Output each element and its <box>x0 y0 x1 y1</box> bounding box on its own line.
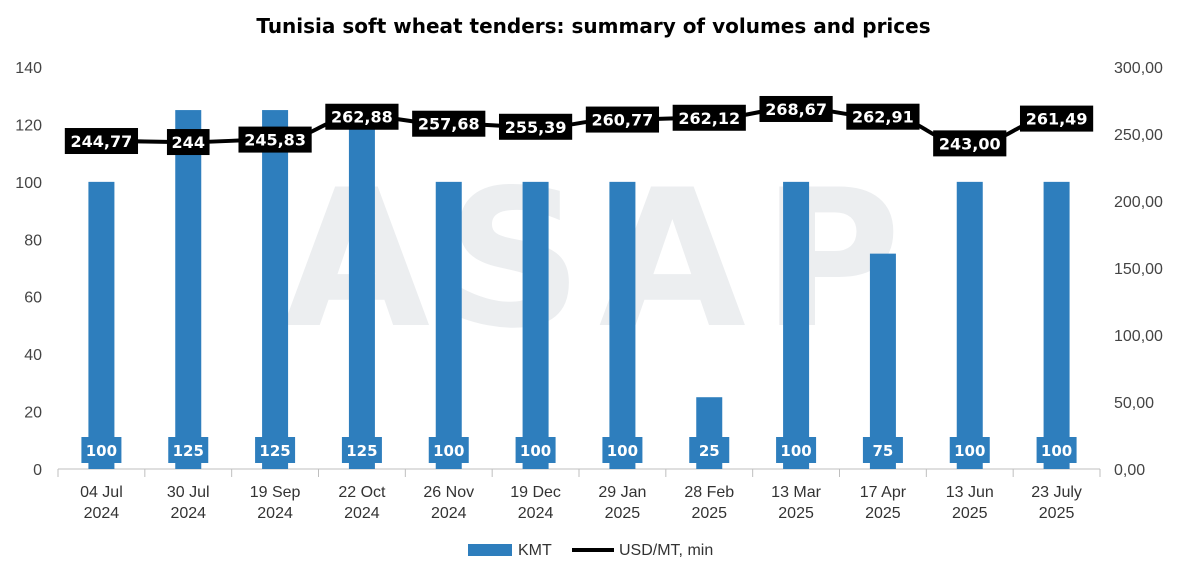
x-tick-label: 26 Nov 2024 <box>423 484 474 522</box>
price-data-label: 245,83 <box>244 131 306 150</box>
price-data-label: 268,67 <box>765 100 827 119</box>
bar <box>869 253 896 469</box>
watermark-text: ASAP <box>283 149 917 370</box>
bar-data-label: 100 <box>780 442 811 460</box>
bar-label-box <box>428 437 469 463</box>
bar-data-label: 100 <box>607 442 638 460</box>
bar <box>609 181 636 469</box>
price-data-label: 244 <box>172 133 205 152</box>
price-label-box <box>412 110 486 137</box>
price-label-box <box>238 126 312 153</box>
bar-data-label: 125 <box>173 442 204 460</box>
x-tick-label: 04 Jul 2024 <box>80 484 123 522</box>
bar <box>262 110 289 470</box>
bar-data-label: 100 <box>954 442 985 460</box>
bar-data-label: 100 <box>86 442 117 460</box>
legend-label-kmt: KMT <box>518 542 552 559</box>
y-right-tick-label: 150,00 <box>1114 261 1163 278</box>
x-tick-label: 30 Jul 2024 <box>167 484 210 522</box>
y-right-tick-label: 250,00 <box>1114 127 1163 144</box>
legend-swatch-kmt <box>468 544 512 556</box>
x-tick-label: 17 Apr 2025 <box>860 484 907 522</box>
price-label-box <box>585 106 660 133</box>
y-left-tick-label: 100 <box>15 175 42 192</box>
price-label-box <box>64 128 139 155</box>
bar-label-box <box>341 437 382 463</box>
bar-data-label: 25 <box>699 442 720 460</box>
price-label-box <box>325 103 399 130</box>
y-right-tick-label: 100,00 <box>1114 328 1163 345</box>
y-left-tick-label: 120 <box>15 117 42 134</box>
bar-data-label: 100 <box>433 442 464 460</box>
bar <box>435 181 462 469</box>
price-data-label: 260,77 <box>592 111 654 130</box>
x-tick-label: 19 Sep 2024 <box>250 484 301 522</box>
price-data-label: 244,77 <box>71 132 133 151</box>
bar <box>783 181 810 469</box>
legend-label-price: USD/MT, min <box>619 542 713 559</box>
price-data-label: 243,00 <box>939 134 1001 153</box>
x-tick-label: 13 Jun 2025 <box>946 484 994 522</box>
bar <box>956 181 983 469</box>
bar <box>175 110 202 470</box>
bar-label-box <box>81 437 122 463</box>
bar-data-label: 75 <box>872 442 893 460</box>
bar-label-box <box>689 437 730 463</box>
price-data-label: 257,68 <box>418 115 480 134</box>
price-label-box <box>672 104 746 131</box>
bar <box>522 181 549 469</box>
y-right-tick-label: 0,00 <box>1114 462 1145 479</box>
bar <box>1043 181 1070 469</box>
price-label-box <box>759 95 833 122</box>
bar-label-box <box>949 437 990 463</box>
y-right-tick-label: 50,00 <box>1114 395 1154 412</box>
bar-label-box <box>255 437 296 463</box>
bar-label-box <box>168 437 209 463</box>
x-tick-label: 19 Dec 2024 <box>510 484 561 522</box>
x-tick-label: 22 Oct 2024 <box>338 484 386 522</box>
y-left-tick-label: 40 <box>24 347 42 364</box>
price-data-label: 261,49 <box>1026 110 1088 129</box>
price-label-box <box>933 130 1007 157</box>
y-right-tick-label: 200,00 <box>1114 194 1163 211</box>
x-tick-label: 13 Mar 2025 <box>771 484 821 522</box>
price-label-box <box>166 129 210 156</box>
bar-data-label: 100 <box>1041 442 1072 460</box>
bar-label-box <box>776 437 817 463</box>
price-label-box <box>846 103 920 130</box>
bar <box>88 181 115 469</box>
y-left-tick-label: 0 <box>33 462 42 479</box>
x-tick-label: 23 July 2025 <box>1031 484 1082 522</box>
bar <box>348 110 375 470</box>
price-data-label: 255,39 <box>505 118 567 137</box>
bar-label-box <box>515 437 556 463</box>
x-tick-label: 28 Feb 2025 <box>684 484 734 522</box>
y-left-tick-label: 80 <box>24 232 42 249</box>
bar-data-label: 125 <box>259 442 290 460</box>
price-data-label: 262,91 <box>852 108 914 127</box>
y-left-tick-label: 20 <box>24 405 42 422</box>
bar-data-label: 125 <box>346 442 377 460</box>
y-right-tick-label: 300,00 <box>1114 60 1163 77</box>
x-tick-label: 29 Jan 2025 <box>598 484 646 522</box>
price-label-box <box>498 113 573 140</box>
price-label-box <box>1019 105 1094 132</box>
price-data-label: 262,88 <box>331 108 393 127</box>
chart-title: Tunisia soft wheat tenders: summary of v… <box>256 14 931 38</box>
bar-label-box <box>602 437 643 463</box>
bar-data-label: 100 <box>520 442 551 460</box>
bar-label-box <box>862 437 903 463</box>
y-left-tick-label: 60 <box>24 290 42 307</box>
bar-label-box <box>1036 437 1077 463</box>
y-left-tick-label: 140 <box>15 60 42 77</box>
price-data-label: 262,12 <box>678 109 740 128</box>
